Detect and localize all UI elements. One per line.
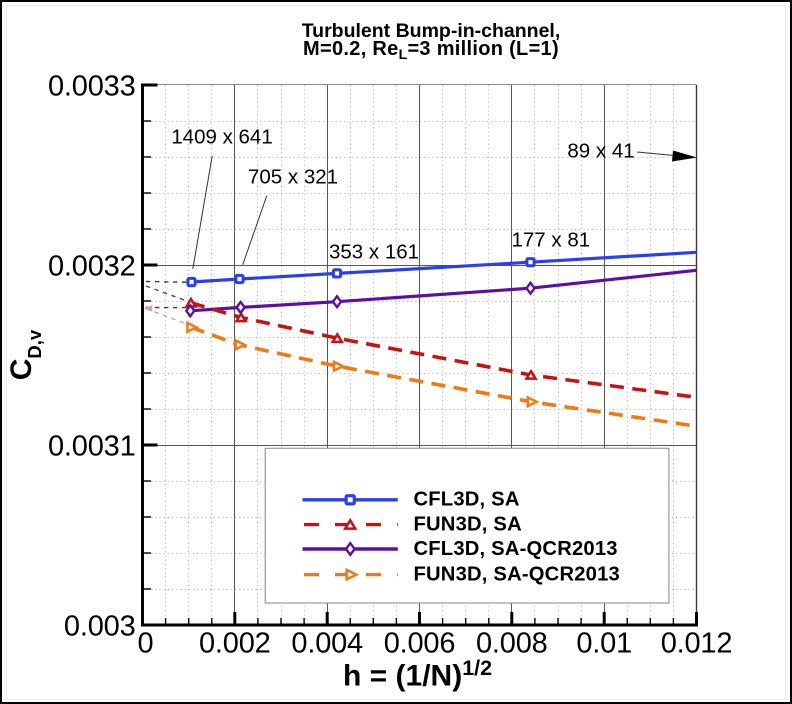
svg-text:0.006: 0.006 <box>384 628 456 660</box>
svg-text:0.0033: 0.0033 <box>48 70 136 102</box>
svg-text:0.012: 0.012 <box>661 628 733 660</box>
svg-text:0.01: 0.01 <box>576 628 632 660</box>
svg-text:0.008: 0.008 <box>476 628 548 660</box>
svg-text:0.004: 0.004 <box>291 628 363 660</box>
svg-text:CFL3D, SA: CFL3D, SA <box>414 489 520 511</box>
svg-text:Turbulent Bump-in-channel,: Turbulent Bump-in-channel, <box>302 20 561 42</box>
svg-text:CFL3D, SA-QCR2013: CFL3D, SA-QCR2013 <box>414 538 618 560</box>
svg-text:0.003: 0.003 <box>64 610 136 642</box>
svg-text:0.0031: 0.0031 <box>48 430 136 462</box>
svg-text:353 x 161: 353 x 161 <box>329 241 419 264</box>
svg-text:0: 0 <box>138 628 154 660</box>
svg-text:M=0.2, ReL=3 million (L=1): M=0.2, ReL=3 million (L=1) <box>303 38 559 62</box>
svg-text:0.002: 0.002 <box>199 628 271 660</box>
svg-text:177 x 81: 177 x 81 <box>511 228 590 251</box>
svg-text:FUN3D, SA: FUN3D, SA <box>414 514 523 536</box>
svg-text:0.0032: 0.0032 <box>48 250 136 282</box>
svg-text:89 x 41: 89 x 41 <box>567 139 634 162</box>
svg-text:FUN3D, SA-QCR2013: FUN3D, SA-QCR2013 <box>414 564 620 586</box>
svg-text:1409 x 641: 1409 x 641 <box>171 126 272 149</box>
svg-text:705 x 321: 705 x 321 <box>248 165 338 188</box>
